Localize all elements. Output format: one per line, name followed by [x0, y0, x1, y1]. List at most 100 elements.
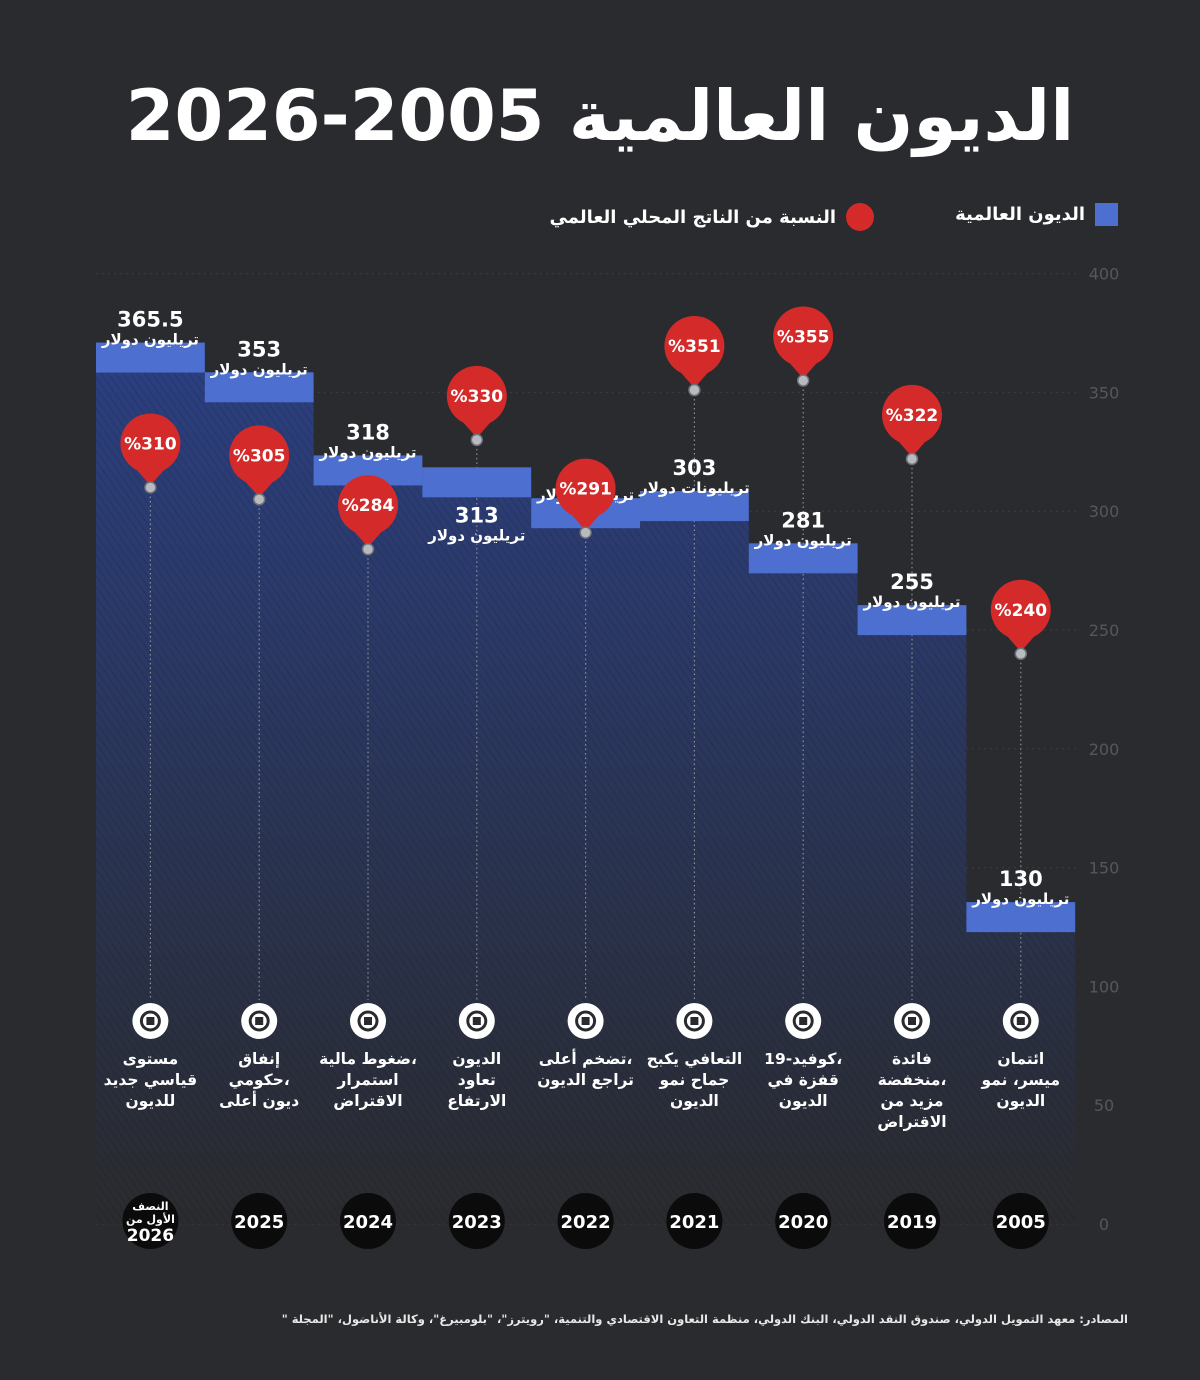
- debt-bar: [857, 605, 967, 636]
- gdp-pin: [882, 384, 942, 445]
- legend-gdp-label: النسبة من الناتج المحلي العالمي: [549, 206, 836, 228]
- note-text: الاقتراض: [877, 1113, 946, 1131]
- note-text: إنفاق: [238, 1050, 280, 1068]
- year-label: 2024: [343, 1212, 393, 1233]
- note-text: ائتمان: [997, 1050, 1044, 1068]
- debt-bar: [422, 467, 532, 498]
- y-tick-label: 350: [1089, 383, 1120, 402]
- debt-value-label: 303: [672, 456, 716, 480]
- gdp-pin-tail: [789, 362, 818, 379]
- gdp-pin-label: %305: [233, 446, 286, 466]
- debt-bar: [96, 342, 205, 373]
- gdp-pin: [229, 425, 290, 486]
- legend-debt: الديون العالمية: [955, 203, 1118, 226]
- year-label: 2022: [561, 1212, 611, 1233]
- year-label: النصف: [132, 1200, 168, 1213]
- coin-stack-icon: [458, 1003, 495, 1039]
- year-circle: [666, 1193, 723, 1249]
- debt-unit-label: تريليونات دولار: [638, 479, 750, 497]
- note-text: الديون: [996, 1092, 1045, 1110]
- debt-value-label: 130: [999, 867, 1043, 891]
- note-text: الاقتراض: [333, 1092, 402, 1110]
- gdp-pin: [555, 458, 616, 519]
- icon-glyph-core: [364, 1017, 372, 1025]
- note-text: حكومي،: [229, 1071, 290, 1090]
- debt-bar: [640, 491, 749, 522]
- gdp-pin-tail: [245, 481, 274, 498]
- virus-icon: [785, 1003, 822, 1039]
- gdp-pin-label: %351: [668, 337, 721, 357]
- debt-value-label: 318: [346, 420, 390, 444]
- year-label: 2025: [234, 1212, 284, 1233]
- note-text: التعافي يكبح: [647, 1050, 743, 1069]
- legend-gdp-dot: [846, 203, 874, 231]
- gdp-pin-label: %284: [342, 496, 395, 516]
- gdp-pin-tail: [354, 531, 382, 548]
- debt-value-label: 281: [781, 508, 825, 532]
- note-text: مستوى: [123, 1050, 179, 1068]
- note-text: منخفضة،: [878, 1071, 947, 1089]
- y-tick-label: 100: [1089, 977, 1120, 996]
- note-text: فائدة: [892, 1050, 932, 1068]
- gdp-point: [905, 452, 919, 466]
- year-label: 2019: [887, 1212, 937, 1233]
- gdp-point: [796, 374, 810, 387]
- debt-unit-label: تريليون دولار: [754, 531, 852, 549]
- icon-glyph: [248, 1010, 270, 1032]
- gdp-point: [688, 383, 701, 397]
- bank-pressure-icon: [350, 1003, 386, 1039]
- icon-glyph: [575, 1010, 597, 1032]
- gdp-point: [470, 433, 484, 447]
- bank-percent-icon: [1002, 1003, 1039, 1039]
- debt-value-label: 313: [455, 503, 499, 527]
- gdp-pin-tail: [136, 469, 165, 486]
- note-text: للديون: [125, 1092, 175, 1110]
- y-tick-label: 150: [1089, 859, 1120, 878]
- gdp-pin-label: %322: [886, 406, 939, 426]
- gdp-pin-label: %355: [777, 328, 830, 348]
- note-text: الديون: [779, 1092, 828, 1110]
- debt-unit-label: تريليون دولار: [210, 360, 308, 378]
- gdp-pin: [773, 306, 834, 367]
- year-label: 2020: [778, 1212, 828, 1233]
- gdp-point: [144, 481, 157, 494]
- y-tick-label: 0: [1099, 1215, 1109, 1234]
- note-text: كوفيد-19،: [764, 1050, 842, 1068]
- year-circle: [340, 1193, 396, 1249]
- note-text: قفزة في: [768, 1071, 839, 1090]
- debt-bar: [204, 372, 314, 403]
- note-text: تراجع الديون: [537, 1071, 634, 1089]
- debt-bar: [748, 543, 858, 574]
- year-circle: [122, 1193, 179, 1249]
- y-tick-label: 400: [1089, 265, 1120, 284]
- gdp-pin-label: %310: [124, 434, 177, 454]
- icon-glyph: [792, 1010, 814, 1032]
- sources-note: المصادر: معهد التمويل الدولي، صندوق النق…: [281, 1312, 1128, 1326]
- gdp-point: [1014, 647, 1028, 661]
- note-text: تعاود: [458, 1071, 496, 1089]
- down-arrow-icon: [894, 1003, 930, 1039]
- year-circle: [884, 1193, 940, 1249]
- debt-unit-label: تريليون دولار: [971, 890, 1069, 908]
- gdp-point: [252, 493, 266, 506]
- note-text: ديون أعلى: [219, 1091, 299, 1110]
- gdp-point: [361, 542, 375, 556]
- recovery-money-icon: [676, 1003, 713, 1039]
- gdp-pin: [664, 316, 725, 377]
- y-tick-label: 50: [1094, 1096, 1114, 1115]
- money-bag-icon: [132, 1003, 169, 1039]
- government-building-icon: [241, 1003, 278, 1039]
- icon-glyph-core: [690, 1017, 699, 1025]
- icon-glyph: [683, 1010, 705, 1032]
- legend-gdp: النسبة من الناتج المحلي العالمي: [550, 203, 874, 231]
- icon-glyph-core: [146, 1017, 155, 1025]
- gdp-pin: [338, 475, 398, 536]
- year-label: 2005: [996, 1212, 1046, 1233]
- gdp-pin-label: %240: [995, 601, 1048, 621]
- year-label: 2023: [452, 1212, 502, 1233]
- note-text: قياسي جديد: [104, 1071, 198, 1090]
- y-tick-label: 300: [1089, 502, 1120, 521]
- note-text: تضخم أعلى،: [539, 1049, 633, 1068]
- gdp-pin-tail: [680, 372, 709, 389]
